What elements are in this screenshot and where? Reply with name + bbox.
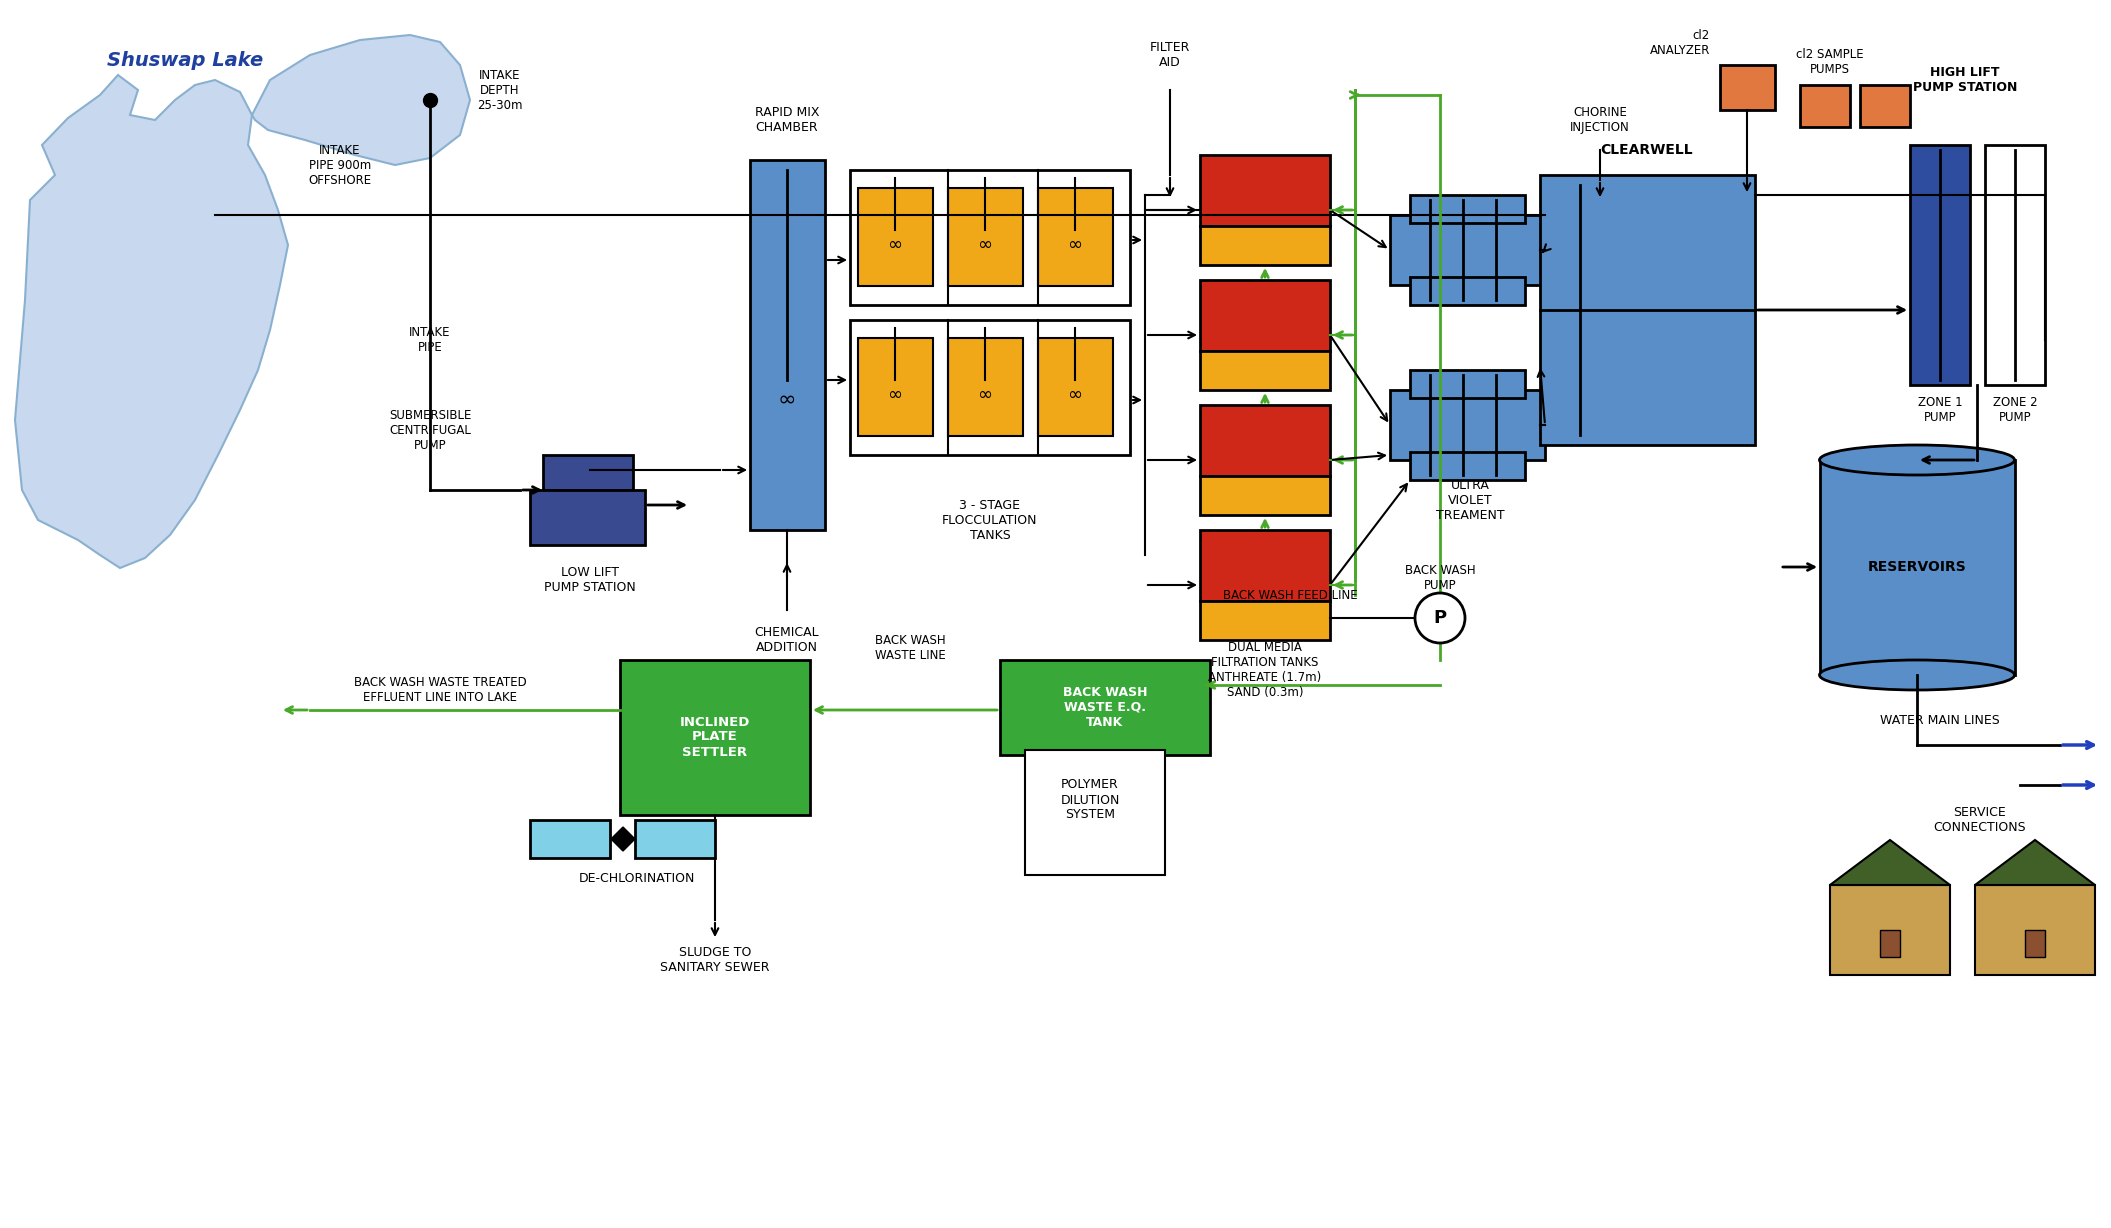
Bar — [851, 169, 1129, 305]
Bar — [543, 456, 633, 490]
Bar — [1976, 885, 2094, 975]
Bar — [530, 820, 610, 858]
Bar — [1410, 195, 1524, 223]
Text: Shuswap Lake: Shuswap Lake — [108, 50, 264, 70]
Bar — [1389, 215, 1545, 285]
Bar — [1199, 530, 1330, 600]
Bar — [1199, 405, 1330, 476]
Text: ∞: ∞ — [887, 386, 904, 404]
Text: ∞: ∞ — [977, 236, 992, 254]
Bar — [1910, 145, 1970, 386]
Bar — [1820, 460, 2016, 675]
Text: ∞: ∞ — [1068, 386, 1083, 404]
Ellipse shape — [1820, 659, 2014, 690]
Polygon shape — [251, 36, 471, 165]
Text: DUAL MEDIA
FILTRATION TANKS
ANTHREATE (1.7m)
SAND (0.3m): DUAL MEDIA FILTRATION TANKS ANTHREATE (1… — [1207, 641, 1321, 699]
Text: cl2 SAMPLE
PUMPS: cl2 SAMPLE PUMPS — [1796, 48, 1864, 76]
Bar — [1039, 188, 1112, 286]
Text: BACK WASH
WASTE LINE: BACK WASH WASTE LINE — [874, 634, 946, 662]
Text: ZONE 2
PUMP: ZONE 2 PUMP — [1993, 395, 2037, 424]
Bar — [1881, 930, 1900, 957]
Bar — [1001, 659, 1210, 755]
Bar — [948, 338, 1024, 436]
Text: LOW LIFT
PUMP STATION: LOW LIFT PUMP STATION — [545, 566, 635, 594]
Text: HIGH LIFT
PUMP STATION: HIGH LIFT PUMP STATION — [1913, 66, 2018, 95]
Text: SLUDGE TO
SANITARY SEWER: SLUDGE TO SANITARY SEWER — [661, 946, 771, 974]
Text: WATER MAIN LINES: WATER MAIN LINES — [1881, 713, 1999, 727]
Text: cl2
ANALYZER: cl2 ANALYZER — [1649, 29, 1710, 56]
Bar — [2024, 930, 2046, 957]
Text: INCLINED
PLATE
SETTLER: INCLINED PLATE SETTLER — [680, 716, 749, 759]
Bar — [1199, 476, 1330, 515]
Bar — [857, 338, 933, 436]
Bar — [1720, 65, 1775, 111]
Polygon shape — [1830, 840, 1951, 885]
Text: SERVICE
CONNECTIONS: SERVICE CONNECTIONS — [1934, 806, 2027, 834]
Bar — [1860, 85, 1910, 126]
Text: ULTRA
VIOLET
TREAMENT: ULTRA VIOLET TREAMENT — [1435, 479, 1505, 522]
Text: CHEMICAL
ADDITION: CHEMICAL ADDITION — [756, 626, 819, 655]
Polygon shape — [610, 826, 635, 851]
Bar — [948, 188, 1024, 286]
Text: INTAKE
DEPTH
25-30m: INTAKE DEPTH 25-30m — [477, 69, 524, 112]
Text: INTAKE
PIPE 900m
OFFSHORE: INTAKE PIPE 900m OFFSHORE — [308, 144, 372, 187]
Text: ∞: ∞ — [1068, 236, 1083, 254]
Polygon shape — [15, 75, 287, 569]
Circle shape — [1414, 593, 1465, 643]
Text: BACK WASH FEED LINE: BACK WASH FEED LINE — [1222, 588, 1357, 602]
Text: FILTER
AID: FILTER AID — [1150, 41, 1191, 69]
Text: BACK WASH
PUMP: BACK WASH PUMP — [1404, 564, 1476, 592]
Ellipse shape — [1820, 445, 2014, 475]
Bar — [1541, 176, 1754, 445]
Bar — [635, 820, 716, 858]
Bar — [1830, 885, 1951, 975]
Bar — [857, 188, 933, 286]
Bar — [1199, 351, 1330, 391]
Text: SUBMERSIBLE
CENTRIFUGAL
PUMP: SUBMERSIBLE CENTRIFUGAL PUMP — [388, 409, 471, 452]
Bar — [1410, 278, 1524, 305]
Text: CLEARWELL: CLEARWELL — [1600, 142, 1693, 157]
Text: RAPID MIX
CHAMBER: RAPID MIX CHAMBER — [756, 106, 819, 134]
Text: DE-CHLORINATION: DE-CHLORINATION — [578, 872, 695, 884]
Bar — [1199, 226, 1330, 265]
Bar — [530, 490, 646, 545]
Bar — [1199, 155, 1330, 226]
Text: 3 - STAGE
FLOCCULATION
TANKS: 3 - STAGE FLOCCULATION TANKS — [942, 499, 1039, 542]
Bar — [1801, 85, 1849, 126]
Text: ZONE 1
PUMP: ZONE 1 PUMP — [1917, 395, 1963, 424]
Text: RESERVOIRS: RESERVOIRS — [1868, 560, 1965, 573]
Bar — [1199, 600, 1330, 640]
Text: P: P — [1433, 609, 1446, 628]
Bar — [1984, 145, 2046, 386]
Bar — [749, 160, 825, 530]
Text: ∞: ∞ — [887, 236, 904, 254]
Bar — [1410, 370, 1524, 398]
Text: BACK WASH
WASTE E.Q.
TANK: BACK WASH WASTE E.Q. TANK — [1062, 685, 1146, 728]
Text: POLYMER
DILUTION
SYSTEM: POLYMER DILUTION SYSTEM — [1060, 779, 1119, 822]
Text: ∞: ∞ — [777, 391, 796, 410]
Bar — [1389, 391, 1545, 460]
Bar — [1039, 338, 1112, 436]
Bar — [1026, 750, 1165, 876]
Text: INTAKE
PIPE: INTAKE PIPE — [410, 325, 452, 354]
Bar — [851, 321, 1129, 456]
Bar — [621, 659, 811, 815]
Polygon shape — [1976, 840, 2094, 885]
Bar — [1199, 280, 1330, 351]
Text: CHORINE
INJECTION: CHORINE INJECTION — [1571, 106, 1630, 134]
Text: BACK WASH WASTE TREATED
EFFLUENT LINE INTO LAKE: BACK WASH WASTE TREATED EFFLUENT LINE IN… — [355, 675, 526, 704]
Bar — [1410, 452, 1524, 480]
Bar — [1041, 820, 1096, 872]
Text: ∞: ∞ — [977, 386, 992, 404]
